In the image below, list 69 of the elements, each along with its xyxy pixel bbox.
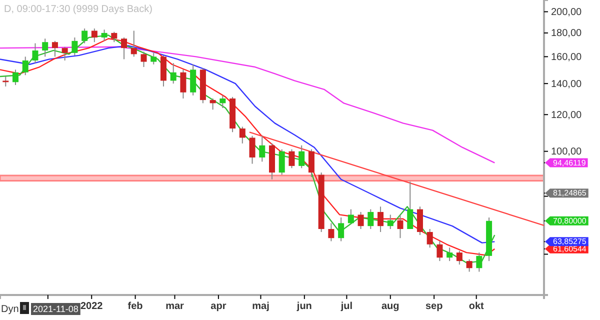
x-tick-label: okt xyxy=(468,301,485,312)
candlestick xyxy=(150,52,157,65)
candlestick xyxy=(130,30,137,58)
y-tick-label: 200,00 xyxy=(551,6,582,18)
candlestick xyxy=(210,98,216,110)
y-tick-label: 94,46119 xyxy=(553,158,586,168)
line-series xyxy=(0,46,496,164)
candlestick xyxy=(338,216,344,242)
candlestick xyxy=(140,51,147,68)
candlestick xyxy=(348,208,354,224)
candlestick xyxy=(2,76,9,87)
candlestick xyxy=(278,148,285,176)
candlestick xyxy=(91,28,98,43)
candlestick xyxy=(52,40,58,58)
candlestick xyxy=(121,36,128,60)
text: Dyn xyxy=(1,304,19,315)
y-tick-label: 100,00 xyxy=(551,146,582,158)
candlestick xyxy=(42,38,48,58)
candlestick xyxy=(308,148,314,178)
y-tick-label: 63,85275 xyxy=(553,237,587,246)
candlestick xyxy=(358,211,364,230)
x-tick-label: aug xyxy=(381,301,400,312)
candlestick xyxy=(170,62,176,84)
candlestick xyxy=(259,135,266,162)
y-tick-label: 70,80000 xyxy=(553,216,587,226)
text: 2021-11-08 xyxy=(33,304,78,314)
x-tick-label: apr xyxy=(210,301,226,312)
y-tick-label: 81,24865 xyxy=(553,188,587,198)
candlestick xyxy=(387,214,394,230)
candlestick xyxy=(436,240,443,262)
y-tick-label: 140,00 xyxy=(551,78,582,90)
candlestick xyxy=(82,28,88,44)
x-tick-label: jun xyxy=(296,301,312,312)
candlestick xyxy=(239,126,246,144)
candlestick xyxy=(22,56,28,76)
candlestick xyxy=(298,144,305,169)
x-tick-label: jul xyxy=(340,301,353,312)
x-tick-label: maj xyxy=(252,301,270,312)
candlestick xyxy=(328,222,334,242)
candlestick xyxy=(62,46,68,61)
x-tick-label: mar xyxy=(166,301,184,312)
candlestick xyxy=(32,42,38,64)
candlestick xyxy=(476,252,482,272)
candlestick xyxy=(466,258,472,272)
candlestick xyxy=(456,250,462,266)
y-tick-label: 180,00 xyxy=(551,28,582,40)
candlestick xyxy=(249,135,256,164)
y-tick-label: 160,00 xyxy=(551,52,582,63)
candlestick xyxy=(12,69,19,86)
candlestick xyxy=(397,214,404,239)
candlestick xyxy=(368,208,374,230)
x-tick-label: feb xyxy=(128,301,143,312)
candlestick xyxy=(111,31,118,43)
candlestick xyxy=(426,228,433,248)
candlestick xyxy=(288,148,295,169)
candlestick xyxy=(101,29,108,42)
candlestick xyxy=(407,181,414,230)
y-tick-label: 61,60544 xyxy=(553,244,587,254)
candlestick xyxy=(180,69,186,99)
x-tick-label: 2022 xyxy=(80,301,104,312)
chart-title: D, 09:00-17:30 (9999 Days Back) xyxy=(4,4,152,15)
candlestick xyxy=(72,36,78,56)
x-tick-label: sep xyxy=(425,301,443,312)
candlestick xyxy=(446,247,453,262)
candlestick xyxy=(220,94,226,109)
candlestick xyxy=(190,64,196,96)
y-tick-label: 120,00 xyxy=(551,110,582,121)
candlestick xyxy=(378,206,384,232)
candlestick xyxy=(416,206,423,236)
